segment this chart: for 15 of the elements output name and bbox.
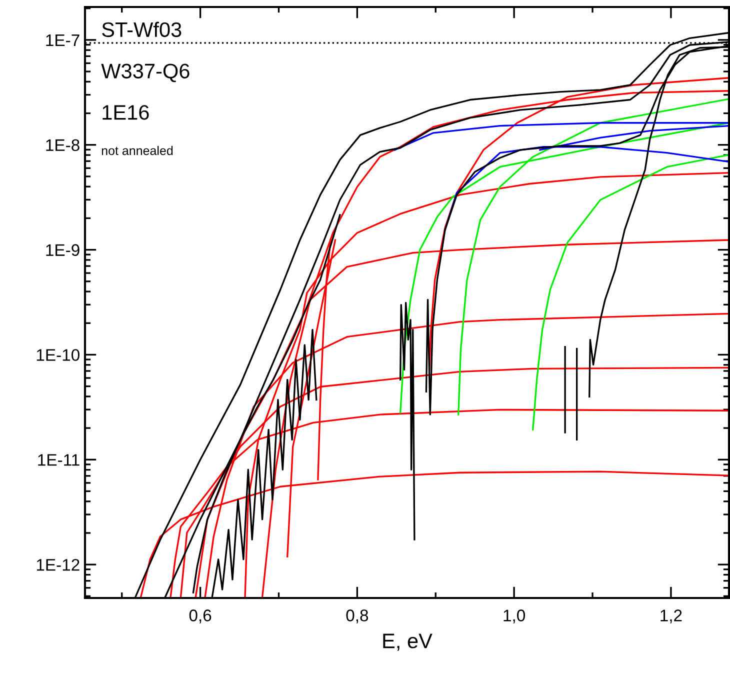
x-tick-label: 1,0 bbox=[504, 610, 526, 624]
x-tick-label: 1,2 bbox=[660, 610, 682, 624]
y-tick-label: 1E-9 bbox=[46, 244, 80, 256]
x-tick-label: 0,8 bbox=[346, 610, 368, 624]
x-axis-title: E, eV bbox=[383, 634, 432, 651]
y-tick-label: 1E-8 bbox=[46, 139, 80, 152]
annotation: W337-Q6 bbox=[101, 64, 190, 82]
y-tick-label: 1E-7 bbox=[46, 34, 80, 46]
annotation: 1E16 bbox=[102, 105, 149, 120]
y-tick-label: 1E-11 bbox=[38, 454, 80, 466]
annotation: not annealed bbox=[102, 146, 173, 156]
y-tick-label: 1E-10 bbox=[36, 349, 80, 361]
annotation: ST-Wf03 bbox=[102, 22, 182, 38]
x-tick-label: 0,6 bbox=[189, 610, 212, 624]
y-tick-label: 1E-12 bbox=[36, 558, 80, 571]
